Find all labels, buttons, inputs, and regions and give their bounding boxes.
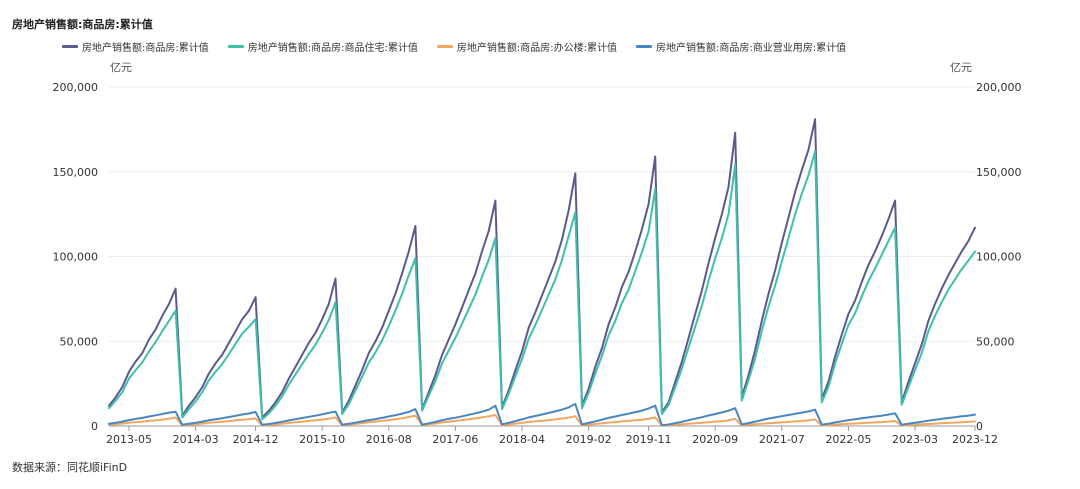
legend: 房地产销售额:商品房:累计值 房地产销售额:商品房:商品住宅:累计值 房地产销售… [62, 38, 865, 54]
legend-label-series-1: 房地产销售额:商品房:累计值 [82, 42, 209, 54]
x-tick-label: 2015-10 [299, 433, 345, 446]
x-tick-label: 2017-06 [432, 433, 478, 446]
legend-swatch-series-3 [436, 44, 453, 48]
x-tick-label: 2022-05 [825, 433, 871, 446]
y-tick-label-left: 0 [91, 420, 98, 433]
series-line-3 [108, 414, 976, 427]
x-tick-label: 2019-11 [626, 433, 672, 446]
legend-label-series-2: 房地产销售额:商品房:商品住宅:累计值 [247, 42, 418, 54]
x-tick-label: 2020-09 [692, 433, 738, 446]
series-line-4 [108, 403, 976, 427]
series-line-2 [108, 150, 976, 421]
y-tick-label-right: 200,000 [976, 81, 1022, 94]
y-tick-label-right: 50,000 [976, 335, 1015, 348]
x-tick-label: 2016-08 [366, 433, 412, 446]
y-tick-label-left: 100,000 [53, 251, 99, 264]
legend-swatch-series-4 [635, 44, 652, 48]
legend-label-series-4: 房地产销售额:商品房:商业营业用房:累计值 [655, 42, 847, 54]
x-tick-label: 2013-05 [106, 433, 152, 446]
x-tick-label: 2023-03 [892, 433, 938, 446]
y-tick-label-left: 50,000 [60, 335, 99, 348]
x-tick-label: 2014-12 [233, 433, 279, 446]
legend-label-series-3: 房地产销售额:商品房:办公楼:累计值 [456, 42, 617, 54]
left-axis-unit: 亿元 [110, 61, 132, 74]
right-axis-unit: 亿元 [950, 61, 972, 74]
data-source-note: 数据来源：同花顺iFinD [12, 461, 128, 474]
x-tick-label: 2019-02 [566, 433, 612, 446]
chart-title: 房地产销售额:商品房:累计值 [12, 18, 153, 31]
x-tick-label: 2023-12 [952, 433, 998, 446]
x-tick-label: 2021-07 [759, 433, 805, 446]
series-line-1 [108, 118, 976, 419]
x-tick-label: 2014-03 [173, 433, 219, 446]
y-tick-label-right: 100,000 [976, 251, 1022, 264]
legend-item-series-2[interactable]: 房地产销售额:商品房:商品住宅:累计值 [227, 39, 418, 54]
y-tick-label-left: 200,000 [53, 81, 99, 94]
y-tick-label-right: 0 [976, 420, 983, 433]
y-tick-label-right: 150,000 [976, 166, 1022, 179]
legend-item-series-3[interactable]: 房地产销售额:商品房:办公楼:累计值 [436, 39, 617, 54]
x-tick-label: 2018-04 [499, 433, 545, 446]
legend-item-series-4[interactable]: 房地产销售额:商品房:商业营业用房:累计值 [635, 39, 847, 54]
legend-swatch-series-2 [227, 44, 244, 48]
legend-item-series-1[interactable]: 房地产销售额:商品房:累计值 [62, 39, 209, 54]
y-tick-label-left: 150,000 [53, 166, 99, 179]
legend-swatch-series-1 [62, 44, 78, 48]
